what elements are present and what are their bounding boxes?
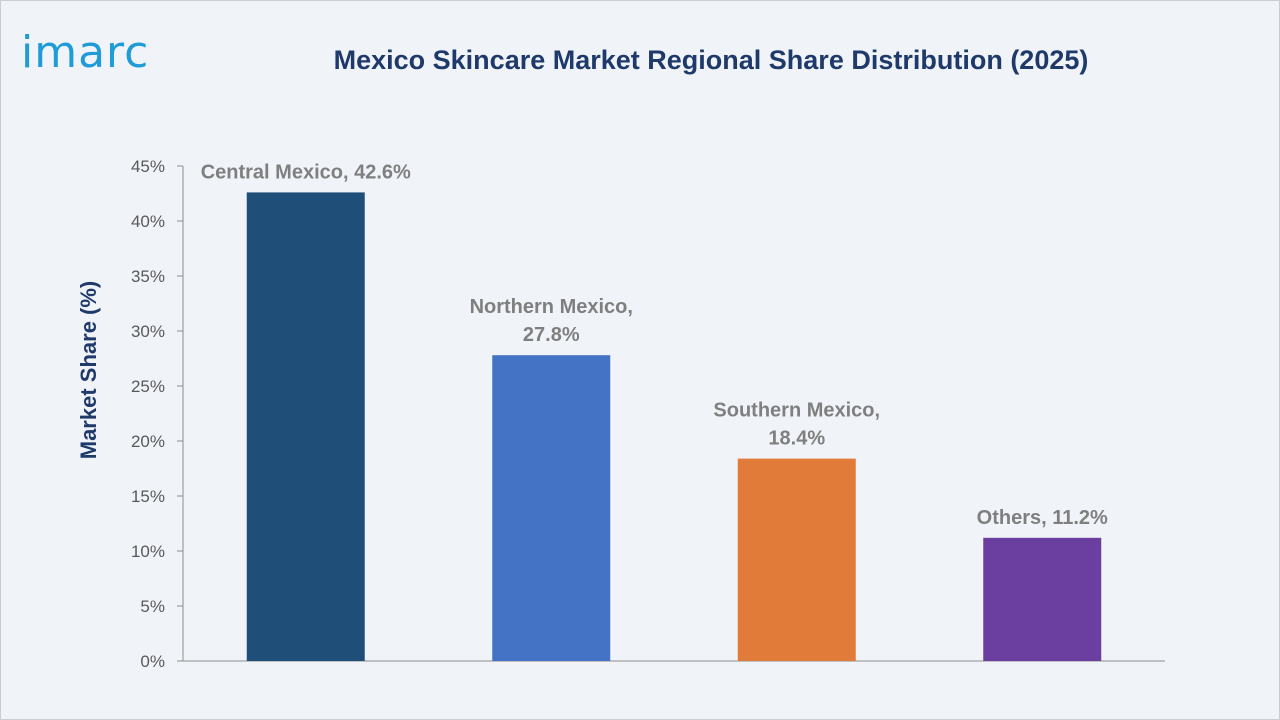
bar-southern-mexico <box>737 458 856 661</box>
data-labels: Central Mexico, 42.6% Northern Mexico, 27.… <box>201 161 1108 528</box>
y-tick-label: 0% <box>140 652 165 671</box>
data-label: 27.8% <box>523 324 580 346</box>
bars <box>246 192 1102 661</box>
y-tick-label: 10% <box>131 542 165 561</box>
axes: 0% 5% 10% 15% 20% 25% 30% 35% 40% 45% <box>131 157 1165 671</box>
chart-title: Mexico Skincare Market Regional Share Di… <box>333 45 1089 75</box>
y-axis-label: Market Share (%) <box>76 281 101 460</box>
y-tick-label: 15% <box>131 487 165 506</box>
bar-central-mexico <box>246 192 365 661</box>
data-label: Central Mexico, 42.6% <box>201 161 411 183</box>
y-tick-label: 40% <box>131 212 165 231</box>
y-tick-label: 45% <box>131 157 165 176</box>
imarc-logo: imarc <box>21 27 150 78</box>
y-tick-label: 5% <box>140 597 165 616</box>
data-label: Northern Mexico, <box>470 296 633 318</box>
data-label: 18.4% <box>768 428 825 450</box>
data-label: Others, 11.2% <box>977 507 1108 529</box>
y-tick-label: 25% <box>131 377 165 396</box>
y-tick-label: 20% <box>131 432 165 451</box>
y-tick-label: 35% <box>131 267 165 286</box>
y-tick-label: 30% <box>131 322 165 341</box>
bar-others <box>983 537 1102 661</box>
data-label: Southern Mexico, <box>713 400 880 422</box>
bar-northern-mexico <box>492 355 611 661</box>
